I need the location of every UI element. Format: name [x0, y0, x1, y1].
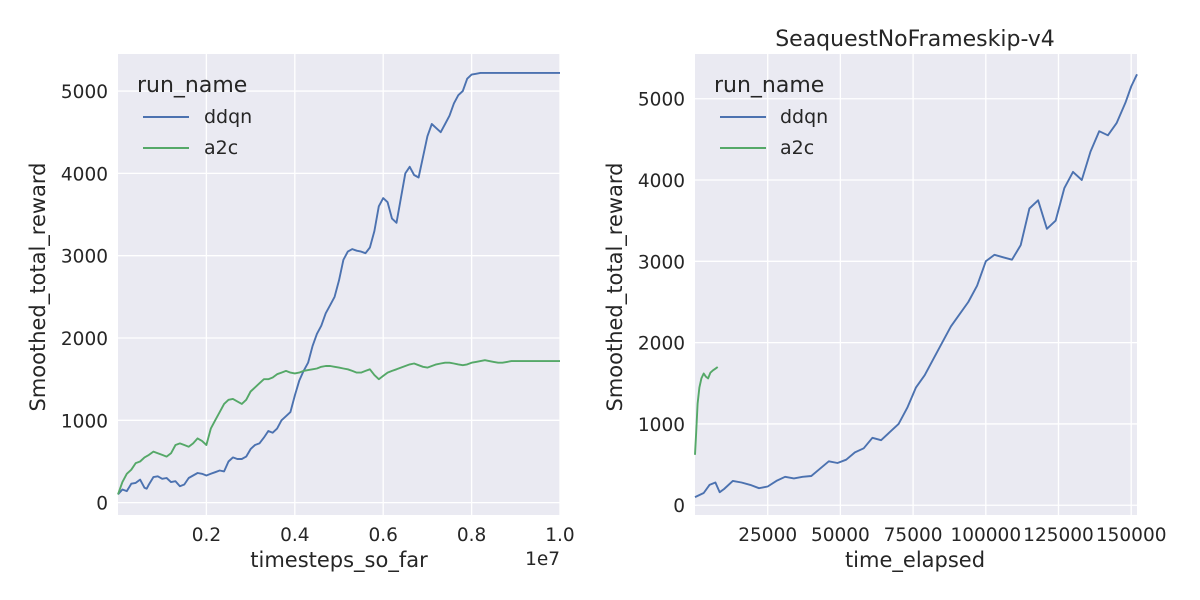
left-plot-area — [118, 54, 560, 515]
left-y-tick-label: 5000 — [61, 82, 108, 103]
right-y-tick-label: 0 — [673, 496, 685, 517]
right-x-axis-label: time_elapsed — [845, 548, 985, 573]
left-y-tick-label: 2000 — [61, 329, 108, 350]
right-legend: run_name ddqn a2c — [714, 73, 828, 159]
right-y-tick-label: 4000 — [638, 171, 685, 192]
right-y-tick-label: 1000 — [638, 415, 685, 436]
left-x-tick-label: 0.2 — [192, 525, 221, 546]
left-legend-a2c-label: a2c — [204, 137, 238, 159]
left-y-axis-label: Smoothed_total_reward — [26, 162, 51, 411]
right-x-tick-label: 75000 — [884, 525, 943, 546]
right-y-tick-label: 2000 — [638, 334, 685, 355]
left-x-axis-label: timesteps_so_far — [250, 548, 428, 573]
right-chart: SeaquestNoFrameskip-v4 25000 50000 75000 10… — [603, 27, 1166, 573]
left-x-tick-label: 0.4 — [280, 525, 309, 546]
left-y-tick-label: 0 — [96, 494, 108, 515]
left-gridlines — [118, 54, 561, 515]
left-chart: 0.2 0.4 0.6 0.8 1.0 0 1000 2000 3000 4000 5000 tim… — [26, 54, 575, 573]
right-x-tick-label: 150000 — [1096, 525, 1167, 546]
right-y-tick-label: 3000 — [638, 252, 685, 273]
right-x-tick-label: 25000 — [738, 525, 797, 546]
left-x-tick-label: 0.6 — [368, 525, 397, 546]
left-series-a2c — [117, 359, 560, 495]
left-y-tick-label: 1000 — [61, 411, 108, 432]
right-x-tick-label: 100000 — [950, 525, 1021, 546]
right-tick-labels: 25000 50000 75000 100000 125000 150000 0 1000 20… — [638, 90, 1167, 546]
right-legend-ddqn-label: ddqn — [780, 106, 828, 128]
left-legend-title: run_name — [137, 73, 247, 98]
left-x-tick-label: 0.8 — [457, 525, 486, 546]
left-tick-labels: 0.2 0.4 0.6 0.8 1.0 0 1000 2000 3000 4000 5000 — [61, 82, 575, 546]
right-x-tick-label: 50000 — [811, 525, 870, 546]
right-plot-area — [695, 54, 1137, 515]
right-series-lines — [694, 73, 1138, 498]
right-legend-a2c-label: a2c — [780, 137, 814, 159]
left-legend-ddqn-label: ddqn — [204, 106, 252, 128]
left-series-lines — [117, 71, 560, 496]
left-legend: run_name ddqn a2c — [137, 73, 252, 159]
right-chart-title: SeaquestNoFrameskip-v4 — [775, 27, 1055, 52]
right-x-tick-label: 125000 — [1023, 525, 1094, 546]
right-series-ddqn — [694, 73, 1138, 498]
right-y-axis-label: Smoothed_total_reward — [603, 162, 628, 411]
right-y-tick-label: 5000 — [638, 90, 685, 111]
left-series-ddqn — [117, 71, 560, 496]
right-gridlines — [695, 54, 1137, 515]
right-legend-title: run_name — [714, 73, 824, 98]
left-y-tick-label: 4000 — [61, 164, 108, 185]
left-x-tick-label: 1.0 — [545, 525, 574, 546]
left-y-tick-label: 3000 — [61, 247, 108, 268]
left-x-offset-label: 1e7 — [525, 549, 560, 570]
right-series-a2c — [694, 366, 719, 455]
